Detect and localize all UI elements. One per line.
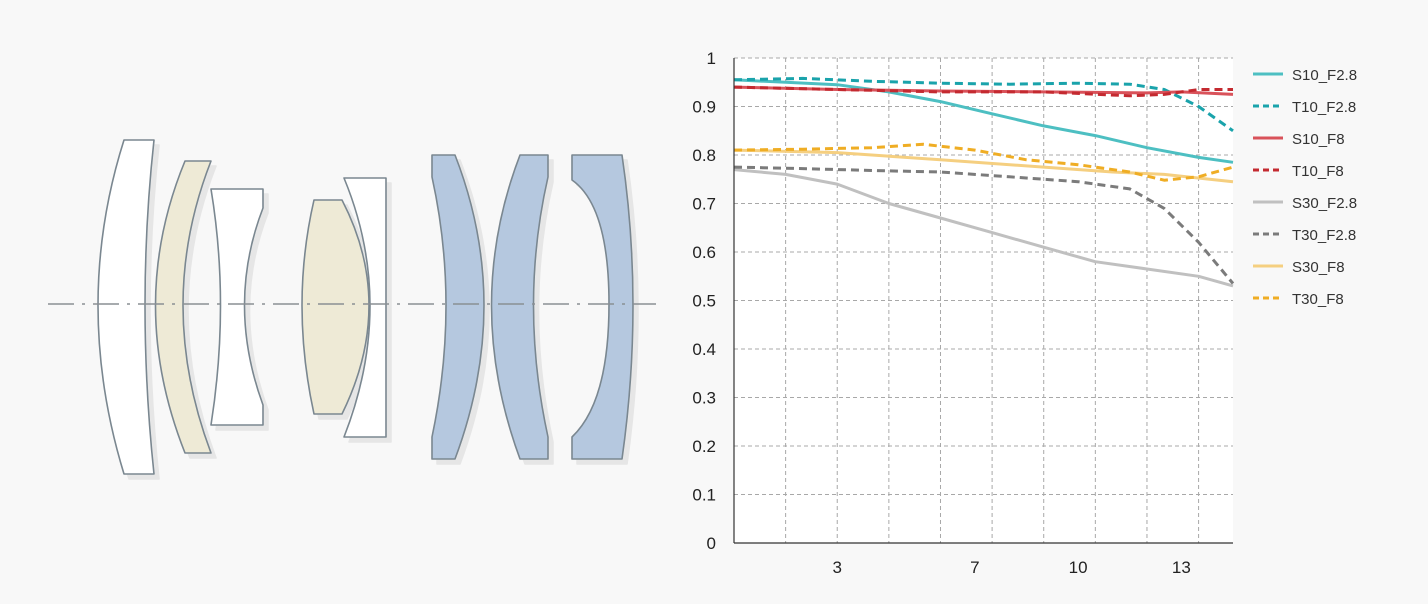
y-tick-label: 0.5 xyxy=(692,292,716,311)
y-tick-label: 0.7 xyxy=(692,195,716,214)
lens-element-5 xyxy=(343,177,387,438)
legend-label: T30_F8 xyxy=(1292,291,1344,308)
legend-item: S30_F2.8 xyxy=(1253,195,1357,212)
x-tick-label: 3 xyxy=(833,558,842,577)
legend-item: S30_F8 xyxy=(1253,259,1345,276)
legend-label: T10_F8 xyxy=(1292,163,1344,180)
series-line-t30-f8 xyxy=(733,142,1234,182)
x-tick-label: 13 xyxy=(1172,558,1191,577)
legend-label: S10_F8 xyxy=(1292,131,1345,148)
lens-element-2 xyxy=(154,160,212,454)
legend-label: T30_F2.8 xyxy=(1292,227,1356,244)
series-line-t30-f2-8 xyxy=(733,165,1235,285)
legend-item: T30_F8 xyxy=(1253,291,1344,308)
lens-element-4 xyxy=(301,199,370,415)
series-line-s30-f8 xyxy=(733,148,1234,184)
grid-lines xyxy=(734,57,1233,543)
legend-label: T10_F2.8 xyxy=(1292,99,1356,116)
legend-item: T10_F8 xyxy=(1253,163,1344,180)
x-tick-label: 10 xyxy=(1069,558,1088,577)
axes xyxy=(733,58,1233,544)
y-tick-label: 0.4 xyxy=(692,340,716,359)
lens-element-8 xyxy=(571,154,634,460)
lens-element-3 xyxy=(210,188,264,426)
series-lines xyxy=(733,76,1235,288)
lens-element-6 xyxy=(431,154,485,460)
legend-label: S10_F2.8 xyxy=(1292,67,1357,84)
x-tick-labels: 3 7 10 13 xyxy=(833,558,1191,577)
x-tick-label: 7 xyxy=(970,558,979,577)
y-tick-labels: 0 0.1 0.2 0.3 0.4 0.5 0.6 0.7 0.8 0.9 1 xyxy=(692,49,716,553)
lens-element-1 xyxy=(97,139,155,475)
y-tick-label: 1 xyxy=(707,49,716,68)
y-tick-label: 0 xyxy=(707,534,716,553)
y-tick-label: 0.6 xyxy=(692,243,716,262)
legend-item: T10_F2.8 xyxy=(1253,99,1356,116)
y-tick-label: 0.8 xyxy=(692,146,716,165)
series-line-s30-f2-8 xyxy=(733,168,1234,288)
legend: S10_F2.8 T10_F2.8 S10_F8 T10_F8 S30_F2.8 T30_… xyxy=(1253,67,1357,308)
legend-label: S30_F8 xyxy=(1292,259,1345,276)
series-line-t10-f2-8 xyxy=(733,76,1234,133)
series-line-t10-f8 xyxy=(733,85,1233,98)
lens-construction-diagram xyxy=(48,139,656,475)
series-line-s10-f2-8 xyxy=(733,78,1234,164)
legend-label: S30_F2.8 xyxy=(1292,195,1357,212)
y-tick-label: 0.3 xyxy=(692,389,716,408)
y-tick-label: 0.9 xyxy=(692,98,716,117)
legend-item: T30_F2.8 xyxy=(1253,227,1356,244)
y-tick-label: 0.1 xyxy=(692,486,716,505)
y-tick-label: 0.2 xyxy=(692,437,716,456)
legend-item: S10_F8 xyxy=(1253,131,1345,148)
lens-element-7 xyxy=(490,154,549,460)
plot-area xyxy=(734,58,1233,543)
legend-item: S10_F2.8 xyxy=(1253,67,1357,84)
